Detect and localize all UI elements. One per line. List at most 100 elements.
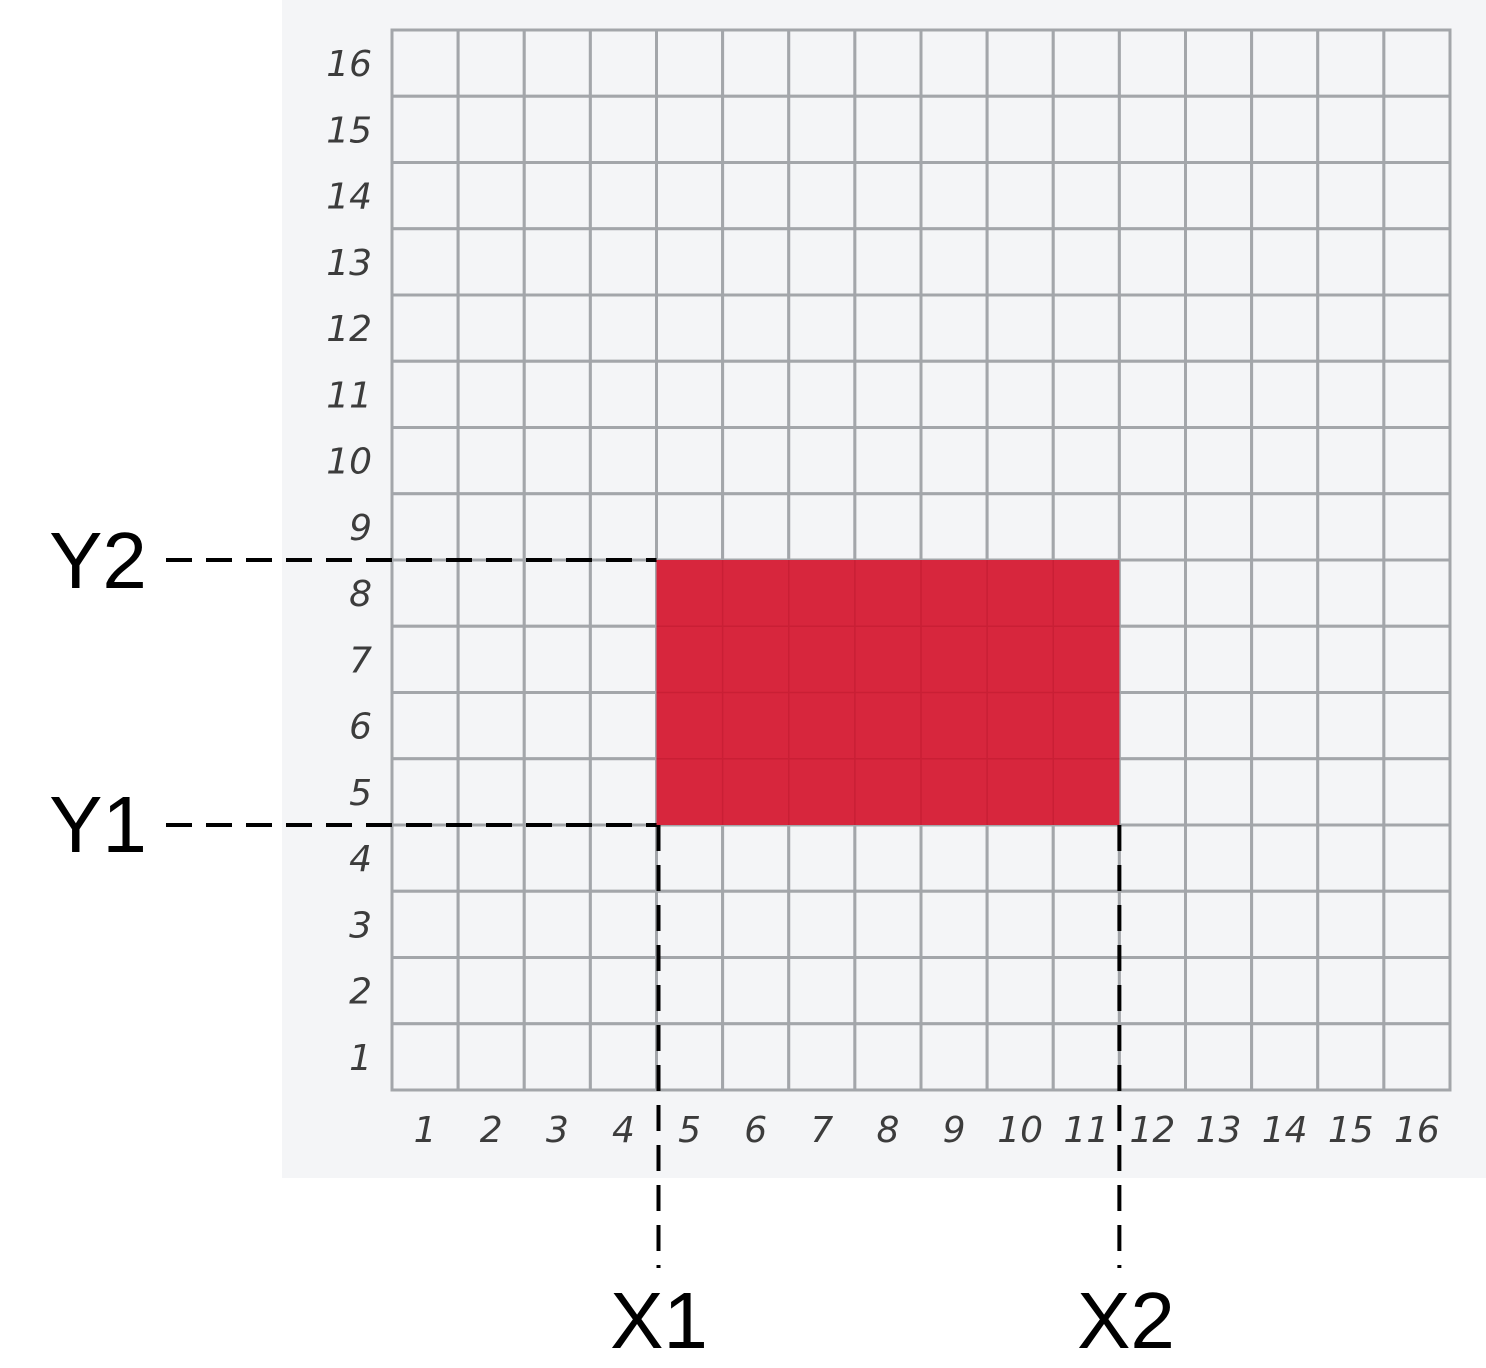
grid-cell xyxy=(1250,956,1320,1026)
selection-rectangle xyxy=(656,560,1120,825)
grid-cell xyxy=(522,94,592,164)
y-tick-label: 3 xyxy=(349,905,372,946)
grid-cell xyxy=(1316,94,1386,164)
y2-label: Y2 xyxy=(49,516,147,605)
grid-cell xyxy=(985,161,1055,231)
grid-cell xyxy=(919,823,989,893)
grid-cell xyxy=(1382,492,1452,562)
y-tick-label: 14 xyxy=(326,177,372,218)
grid-cell xyxy=(919,426,989,496)
grid-cell xyxy=(1382,889,1452,959)
grid-cell xyxy=(390,227,460,297)
x-tick-label: 16 xyxy=(1394,1110,1440,1151)
grid-cell xyxy=(721,426,791,496)
grid-cell xyxy=(1184,823,1254,893)
grid-cell xyxy=(588,161,658,231)
y-tick-label: 5 xyxy=(349,773,372,814)
grid-cell xyxy=(655,227,725,297)
grid-cell xyxy=(1051,227,1121,297)
grid-cell xyxy=(853,889,923,959)
grid-cell xyxy=(919,94,989,164)
grid-cell xyxy=(1250,823,1320,893)
grid-cell xyxy=(588,624,658,694)
grid-cell xyxy=(853,1022,923,1092)
x-tick-label: 9 xyxy=(943,1110,966,1151)
grid-cell xyxy=(655,28,725,98)
grid-cell xyxy=(853,426,923,496)
grid-cell xyxy=(1117,624,1187,694)
grid-cell xyxy=(853,293,923,363)
grid-cell xyxy=(1051,956,1121,1026)
grid-cell xyxy=(985,823,1055,893)
grid-cell xyxy=(1316,889,1386,959)
grid-cell xyxy=(1184,492,1254,562)
grid-cell xyxy=(390,558,460,628)
grid-cell xyxy=(1250,757,1320,827)
grid-cell xyxy=(853,227,923,297)
x-tick-label: 6 xyxy=(744,1110,767,1151)
grid-cell xyxy=(588,823,658,893)
grid-cell xyxy=(1184,624,1254,694)
grid-cell xyxy=(1382,691,1452,761)
grid-cell xyxy=(1184,28,1254,98)
grid-cell xyxy=(522,558,592,628)
grid-cell xyxy=(390,1022,460,1092)
grid-cell xyxy=(919,1022,989,1092)
grid-cell xyxy=(655,359,725,429)
grid-cell xyxy=(1184,293,1254,363)
grid-cell xyxy=(456,94,526,164)
y-tick-label: 2 xyxy=(349,972,372,1013)
grid-cell xyxy=(1250,359,1320,429)
y-tick-label: 7 xyxy=(349,640,372,681)
grid-cell xyxy=(853,823,923,893)
y-tick-label: 10 xyxy=(326,442,372,483)
grid-cell xyxy=(721,293,791,363)
grid-cell xyxy=(721,492,791,562)
grid-cell xyxy=(919,956,989,1026)
grid-cell xyxy=(1316,691,1386,761)
x-tick-label: 14 xyxy=(1262,1110,1308,1151)
grid-cell xyxy=(853,94,923,164)
grid-cell xyxy=(456,624,526,694)
x-tick-label: 1 xyxy=(414,1110,437,1151)
grid-cell xyxy=(853,492,923,562)
y-tick-label: 1 xyxy=(349,1038,372,1079)
grid-cell xyxy=(655,823,725,893)
grid-cell xyxy=(588,426,658,496)
grid-cell xyxy=(787,889,857,959)
grid-cell xyxy=(1184,426,1254,496)
grid-cell xyxy=(522,823,592,893)
grid-cell xyxy=(1250,558,1320,628)
grid-cell xyxy=(985,1022,1055,1092)
x-tick-label: 13 xyxy=(1196,1110,1242,1151)
grid-cell xyxy=(456,757,526,827)
grid-cell xyxy=(1250,624,1320,694)
grid-cell xyxy=(588,889,658,959)
grid-cell xyxy=(919,889,989,959)
x-tick-label: 12 xyxy=(1130,1110,1176,1151)
y-tick-label: 11 xyxy=(326,375,372,416)
grid-cell xyxy=(1316,1022,1386,1092)
grid-cell xyxy=(1250,293,1320,363)
grid-cell xyxy=(522,161,592,231)
grid-cell xyxy=(456,823,526,893)
grid-cell xyxy=(1117,28,1187,98)
grid-cell xyxy=(522,492,592,562)
grid-cell xyxy=(721,1022,791,1092)
grid-cell xyxy=(522,227,592,297)
grid-cell xyxy=(1250,889,1320,959)
grid-cell xyxy=(1051,1022,1121,1092)
grid-cell xyxy=(588,28,658,98)
grid-cell xyxy=(1382,359,1452,429)
grid-cell xyxy=(655,161,725,231)
grid-cell xyxy=(1382,28,1452,98)
grid-cell xyxy=(1184,757,1254,827)
grid-cell xyxy=(985,956,1055,1026)
grid-cell xyxy=(1051,492,1121,562)
grid-cell xyxy=(1117,359,1187,429)
grid-cell xyxy=(1051,823,1121,893)
grid-cell xyxy=(1250,1022,1320,1092)
y-tick-label: 6 xyxy=(349,707,372,748)
grid-cell xyxy=(390,94,460,164)
